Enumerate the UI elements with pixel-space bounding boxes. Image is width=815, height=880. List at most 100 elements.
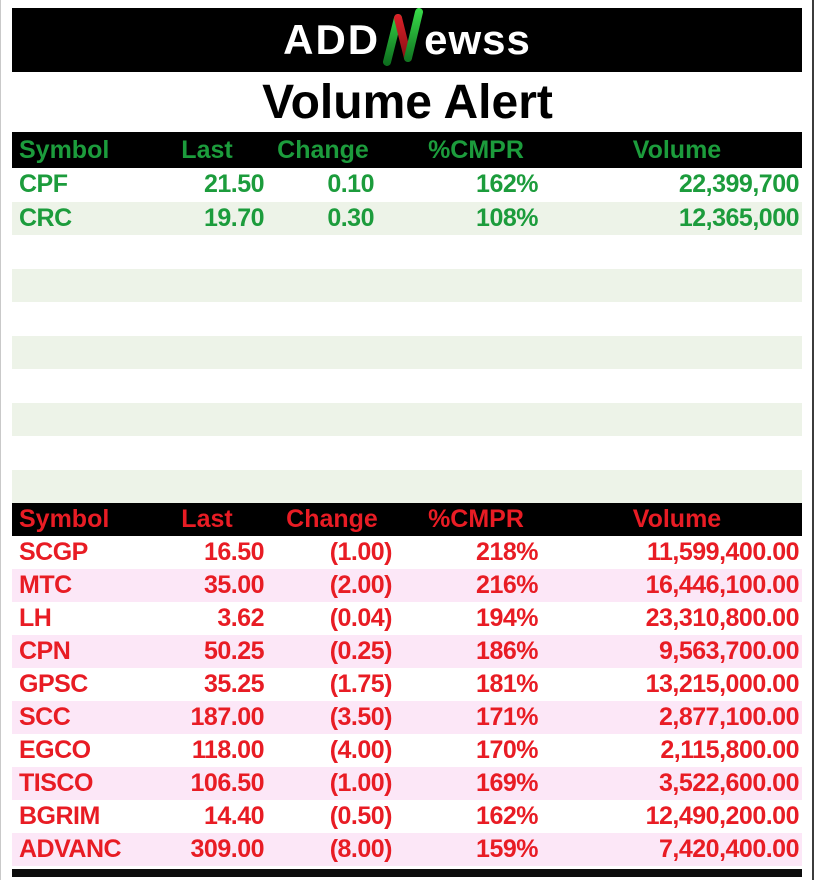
- symbol-cell: TISCO: [19, 769, 93, 797]
- table-row: EGCO 118.00 (4.00) 170% 2,115,800.00: [12, 734, 802, 767]
- symbol-cell: SCGP: [19, 538, 88, 566]
- cmpr-cell: 162%: [476, 170, 538, 199]
- cmpr-cell: 181%: [476, 670, 538, 698]
- change-cell: (8.00): [329, 835, 393, 863]
- change-cell: (1.00): [329, 769, 393, 797]
- last-cell: 35.00: [203, 571, 265, 599]
- symbol-cell: LH: [19, 604, 52, 632]
- table-row: CPF 21.50 0.10 162% 22,399,700: [12, 168, 802, 202]
- header-cell-symbol: Symbol: [19, 505, 110, 533]
- symbol-cell: GPSC: [19, 670, 88, 698]
- table-row: [12, 436, 802, 470]
- change-cell: (0.50): [329, 802, 393, 830]
- symbol-cell: CRC: [19, 203, 72, 232]
- losers-header-row: Symbol Last Change %CMPR Volume: [12, 503, 802, 536]
- header-cell-change: Change: [277, 135, 369, 164]
- volume-cell: 12,490,200.00: [645, 802, 800, 830]
- last-cell: 16.50: [203, 538, 265, 566]
- left-edge-line: [0, 0, 1, 880]
- change-cell: (2.00): [329, 571, 393, 599]
- table-row: [12, 402, 802, 436]
- table-row: BGRIM 14.40 (0.50) 162% 12,490,200.00: [12, 800, 802, 833]
- logo: ADD ewss: [283, 8, 531, 69]
- symbol-cell: BGRIM: [19, 802, 100, 830]
- volume-cell: 3,522,600.00: [659, 769, 799, 797]
- last-cell: 309.00: [190, 835, 265, 863]
- bottom-black-bar: [12, 869, 802, 877]
- last-cell: 14.40: [203, 802, 265, 830]
- gainers-header-row: Symbol Last Change %CMPR Volume: [12, 132, 802, 168]
- header-cell-symbol: Symbol: [19, 135, 110, 164]
- candlestick-n-icon: [383, 8, 424, 66]
- gainers-table-body: CPF 21.50 0.10 162% 22,399,700 CRC 19.70 0.30 10…: [12, 168, 802, 503]
- logo-bar: ADD ewss: [12, 8, 802, 72]
- table-row: LH 3.62 (0.04) 194% 23,310,800.00: [12, 602, 802, 635]
- last-cell: 50.25: [203, 637, 265, 665]
- table-row: SCC 187.00 (3.50) 171% 2,877,100.00: [12, 701, 802, 734]
- table-row: [12, 335, 802, 369]
- cmpr-cell: 216%: [476, 571, 538, 599]
- table-row: MTC 35.00 (2.00) 216% 16,446,100.00: [12, 569, 802, 602]
- cmpr-cell: 194%: [476, 604, 538, 632]
- symbol-cell: CPN: [19, 637, 71, 665]
- table-row: [12, 302, 802, 336]
- header-cell-volume: Volume: [632, 135, 722, 164]
- change-cell: (0.04): [329, 604, 393, 632]
- volume-cell: 13,215,000.00: [645, 670, 800, 698]
- header-cell-volume: Volume: [632, 505, 722, 533]
- symbol-cell: SCC: [19, 703, 71, 731]
- table-row: [12, 268, 802, 302]
- table-row: CPN 50.25 (0.25) 186% 9,563,700.00: [12, 635, 802, 668]
- change-cell: 0.10: [327, 170, 374, 199]
- symbol-cell: EGCO: [19, 736, 91, 764]
- volume-cell: 7,420,400.00: [659, 835, 799, 863]
- symbol-cell: CPF: [19, 170, 68, 199]
- volume-cell: 11,599,400.00: [647, 538, 800, 566]
- last-cell: 21.50: [203, 170, 265, 199]
- table-row: CRC 19.70 0.30 108% 12,365,000: [12, 201, 802, 235]
- table-row: ADVANC 309.00 (8.00) 159% 7,420,400.00: [12, 833, 802, 866]
- last-cell: 187.00: [190, 703, 265, 731]
- cmpr-cell: 159%: [476, 835, 538, 863]
- table-row: [12, 469, 802, 503]
- volume-cell: 22,399,700: [678, 170, 800, 199]
- cmpr-cell: 169%: [476, 769, 538, 797]
- cmpr-cell: 218%: [476, 538, 538, 566]
- change-cell: (1.75): [329, 670, 393, 698]
- last-cell: 118.00: [191, 736, 265, 764]
- change-cell: 0.30: [327, 203, 374, 232]
- header-cell-change: Change: [286, 505, 378, 533]
- losers-table-body: SCGP 16.50 (1.00) 218% 11,599,400.00 MTC 35.00…: [12, 536, 802, 866]
- logo-text-prefix: ADD: [283, 16, 381, 63]
- change-cell: (1.00): [329, 538, 393, 566]
- change-cell: (0.25): [329, 637, 393, 665]
- symbol-cell: MTC: [19, 571, 72, 599]
- table-row: GPSC 35.25 (1.75) 181% 13,215,000.00: [12, 668, 802, 701]
- volume-cell: 16,446,100.00: [645, 571, 800, 599]
- gainers-table: Symbol Last Change %CMPR Volume CPF 21.50…: [12, 132, 802, 503]
- logo-text-suffix: ewss: [424, 16, 531, 63]
- header-cell-last: Last: [181, 505, 233, 533]
- volume-cell: 2,877,100.00: [659, 703, 799, 731]
- volume-cell: 2,115,800.00: [660, 736, 799, 764]
- header-cell-last: Last: [181, 135, 233, 164]
- last-cell: 19.70: [203, 203, 265, 232]
- symbol-cell: ADVANC: [19, 835, 122, 863]
- last-cell: 106.50: [190, 769, 265, 797]
- table-row: TISCO 106.50 (1.00) 169% 3,522,600.00: [12, 767, 802, 800]
- cmpr-cell: 171%: [476, 703, 538, 731]
- cmpr-cell: 108%: [476, 203, 538, 232]
- cmpr-cell: 162%: [476, 802, 538, 830]
- last-cell: 35.25: [203, 670, 265, 698]
- header-cell-cmpr: %CMPR: [428, 505, 524, 533]
- volume-cell: 12,365,000: [678, 203, 800, 232]
- cmpr-cell: 186%: [476, 637, 538, 665]
- title-row: Volume Alert: [0, 72, 815, 132]
- volume-cell: 9,563,700.00: [659, 637, 799, 665]
- losers-table: Symbol Last Change %CMPR Volume SCGP 16.5…: [12, 503, 802, 866]
- last-cell: 3.62: [217, 604, 264, 632]
- volume-cell: 23,310,800.00: [645, 604, 800, 632]
- header-cell-cmpr: %CMPR: [428, 135, 524, 164]
- table-row: SCGP 16.50 (1.00) 218% 11,599,400.00: [12, 536, 802, 569]
